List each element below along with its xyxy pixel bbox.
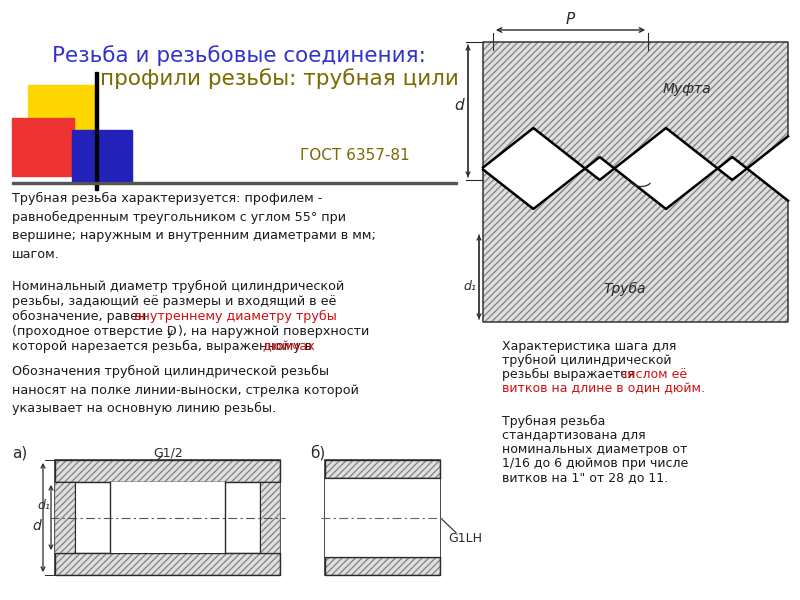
Polygon shape bbox=[55, 460, 280, 482]
Text: дюймах: дюймах bbox=[262, 340, 314, 353]
Text: б): б) bbox=[310, 445, 326, 461]
Text: .: . bbox=[306, 340, 310, 353]
Bar bbox=[325, 460, 440, 575]
Text: трубной цилиндрической: трубной цилиндрической bbox=[502, 354, 671, 367]
Text: d₁: d₁ bbox=[37, 499, 50, 512]
Text: Резьба и резьбовые соединения:: Резьба и резьбовые соединения: bbox=[52, 45, 426, 66]
Text: G1/2: G1/2 bbox=[153, 447, 183, 460]
Bar bbox=[95, 72, 98, 190]
Text: профили резьбы: трубная цили: профили резьбы: трубная цили bbox=[100, 68, 459, 89]
Polygon shape bbox=[325, 460, 440, 478]
Polygon shape bbox=[483, 128, 788, 322]
Polygon shape bbox=[483, 42, 788, 209]
Polygon shape bbox=[325, 557, 440, 575]
Text: которой нарезается резьба, выраженному в: которой нарезается резьба, выраженному в bbox=[12, 340, 316, 353]
Text: 55°: 55° bbox=[644, 170, 666, 183]
Text: у: у bbox=[125, 526, 130, 535]
Text: а): а) bbox=[12, 445, 27, 460]
Text: 1/16 до 6 дюймов при числе: 1/16 до 6 дюймов при числе bbox=[502, 457, 688, 470]
Text: Трубная резьба характеризуется: профилем -
равнобедренным треугольником с углом : Трубная резьба характеризуется: профилем… bbox=[12, 192, 376, 260]
Text: P: P bbox=[566, 12, 575, 27]
Polygon shape bbox=[55, 482, 75, 553]
Polygon shape bbox=[55, 553, 280, 575]
Text: ГОСТ 6357-81: ГОСТ 6357-81 bbox=[300, 148, 410, 163]
Text: ), на наружной поверхности: ), на наружной поверхности bbox=[178, 325, 370, 338]
Text: обозначение, равен: обозначение, равен bbox=[12, 310, 150, 323]
Text: резьбы выражается: резьбы выражается bbox=[502, 368, 639, 381]
Bar bbox=[72, 130, 132, 182]
Text: числом её: числом её bbox=[620, 368, 687, 381]
Text: Характеристика шага для: Характеристика шага для bbox=[502, 340, 676, 353]
Text: D: D bbox=[117, 521, 126, 534]
Text: стандартизована для: стандартизована для bbox=[502, 429, 646, 442]
Text: G1LH: G1LH bbox=[448, 533, 482, 545]
Text: у: у bbox=[167, 328, 173, 338]
Text: Обозначения трубной цилиндрической резьбы
наносят на полке линии-выноски, стрелк: Обозначения трубной цилиндрической резьб… bbox=[12, 365, 359, 415]
Bar bbox=[55, 460, 280, 575]
Text: d: d bbox=[32, 518, 41, 533]
Text: d: d bbox=[454, 98, 464, 113]
Text: (проходное отверстие D: (проходное отверстие D bbox=[12, 325, 177, 338]
Bar bbox=[325, 478, 440, 557]
Text: витков на длине в один дюйм.: витков на длине в один дюйм. bbox=[502, 382, 705, 395]
Polygon shape bbox=[260, 482, 280, 553]
Bar bbox=[110, 482, 225, 553]
Text: Трубная резьба: Трубная резьба bbox=[502, 415, 606, 428]
Text: резьбы, задающий её размеры и входящий в её: резьбы, задающий её размеры и входящий в… bbox=[12, 295, 336, 308]
Text: номинальных диаметров от: номинальных диаметров от bbox=[502, 443, 687, 456]
Text: Номинальный диаметр трубной цилиндрической: Номинальный диаметр трубной цилиндрическ… bbox=[12, 280, 344, 293]
Text: витков на 1" от 28 до 11.: витков на 1" от 28 до 11. bbox=[502, 471, 668, 484]
Text: d₁: d₁ bbox=[463, 280, 476, 293]
Bar bbox=[12, 118, 74, 176]
Text: внутреннему диаметру трубы: внутреннему диаметру трубы bbox=[134, 310, 337, 323]
Bar bbox=[12, 182, 457, 184]
Bar bbox=[28, 85, 96, 147]
Text: Труба: Труба bbox=[603, 282, 646, 296]
Text: Муфта: Муфта bbox=[663, 82, 712, 96]
